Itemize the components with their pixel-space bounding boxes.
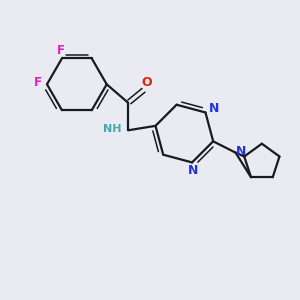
Text: O: O xyxy=(141,76,152,89)
Text: F: F xyxy=(56,44,64,57)
Text: N: N xyxy=(236,145,246,158)
Text: N: N xyxy=(188,164,199,177)
Text: F: F xyxy=(33,76,41,89)
Text: N: N xyxy=(209,102,220,116)
Text: NH: NH xyxy=(103,124,121,134)
